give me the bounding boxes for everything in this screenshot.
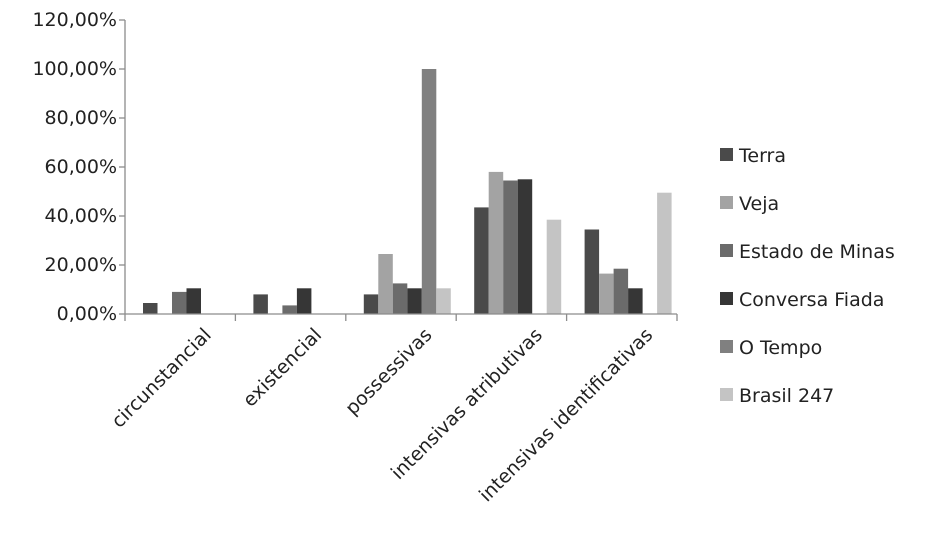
bar — [186, 288, 201, 314]
x-tick-label: possessivas — [341, 324, 436, 419]
bar — [546, 219, 562, 314]
legend-swatch — [720, 148, 733, 161]
bars-layer — [143, 69, 672, 315]
y-tick-label: 100,00% — [32, 58, 117, 80]
bar — [613, 268, 629, 314]
y-tick-label: 80,00% — [45, 107, 117, 129]
legend-label: Estado de Minas — [739, 241, 895, 263]
axes-layer — [119, 19, 678, 321]
y-tick-label: 0,00% — [57, 303, 117, 325]
bar — [599, 273, 614, 314]
bar — [282, 305, 297, 314]
x-tick-label: circunstancial — [107, 324, 215, 432]
legend-label: Veja — [739, 193, 779, 215]
legend-swatch — [720, 292, 733, 305]
bar — [378, 254, 393, 314]
bar — [436, 288, 451, 314]
legend: Terra Veja Estado de Minas Conversa Fiada O … — [720, 145, 895, 407]
bar — [628, 288, 643, 314]
bar — [392, 283, 408, 314]
bar — [421, 69, 437, 314]
bar — [407, 288, 422, 314]
bar — [143, 303, 158, 314]
legend-label: Brasil 247 — [739, 385, 834, 407]
bar — [657, 192, 672, 314]
legend-swatch — [720, 340, 733, 353]
bar — [363, 294, 379, 314]
legend-swatch — [720, 196, 733, 209]
y-tick-label: 120,00% — [32, 9, 117, 31]
x-tick-label: intensivas identificativas — [475, 324, 657, 506]
bar — [488, 171, 504, 314]
bar — [296, 288, 312, 314]
bar — [474, 207, 489, 314]
legend-label: O Tempo — [739, 337, 822, 359]
bar — [503, 180, 518, 314]
bar — [253, 294, 268, 314]
y-tick-label: 60,00% — [45, 156, 117, 178]
legend-swatch — [720, 388, 733, 401]
y-axis-ticks: 0,00% 20,00% 40,00% 60,00% 80,00% 100,00… — [32, 9, 117, 325]
legend-label: Terra — [738, 145, 786, 167]
x-tick-label: existencial — [239, 324, 326, 411]
bar — [584, 229, 600, 314]
legend-label: Conversa Fiada — [739, 289, 884, 311]
y-tick-label: 20,00% — [45, 254, 117, 276]
y-tick-label: 40,00% — [45, 205, 117, 227]
legend-swatch — [720, 244, 733, 257]
bar — [517, 179, 533, 315]
x-axis-ticks: circunstancial existencial possessivas inte… — [107, 324, 657, 506]
bar — [172, 291, 187, 314]
